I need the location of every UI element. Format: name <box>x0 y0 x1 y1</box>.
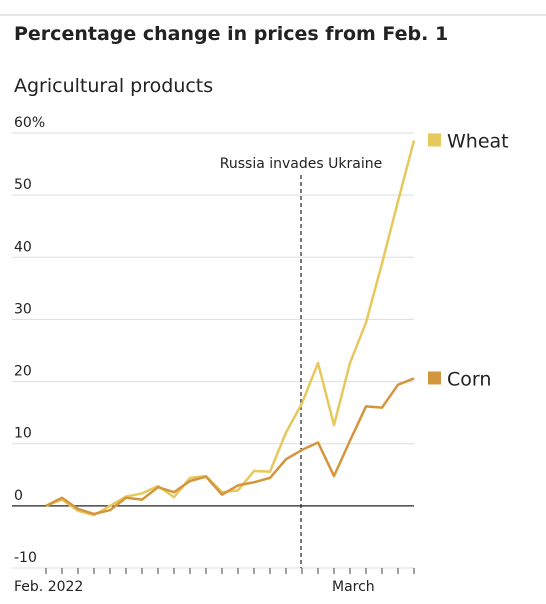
y-tick-label: 0 <box>14 488 23 504</box>
y-tick-label: 60% <box>14 115 45 131</box>
chart-subtitle: Agricultural products <box>14 75 213 97</box>
legend-swatch <box>428 133 441 147</box>
annotation: Russia invades Ukraine <box>220 156 382 172</box>
legend-swatch <box>428 371 441 385</box>
y-tick-label: 30 <box>14 301 32 317</box>
series-line <box>45 377 415 516</box>
legend-label: Wheat <box>447 130 509 152</box>
y-tick-label: 50 <box>14 177 32 193</box>
legend-label: Corn <box>447 368 491 390</box>
chart-title: Percentage change in prices from Feb. 1 <box>14 23 448 45</box>
y-tick-label: -10 <box>14 550 37 566</box>
y-tick-label: 20 <box>14 364 32 380</box>
x-tick-label: March <box>332 579 375 595</box>
series-line <box>45 140 416 517</box>
x-tick-label: Feb. 2022 <box>14 579 83 595</box>
y-tick-label: 10 <box>14 426 32 442</box>
y-tick-label: 40 <box>14 239 32 255</box>
